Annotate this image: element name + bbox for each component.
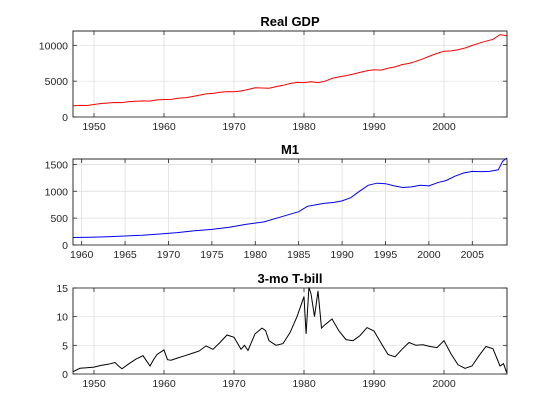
tbill-x-tick-label: 1950 — [82, 378, 106, 390]
tbill-axes: 1950 1960 1970 1980 1990 2000 0 5 10 15 3-mo T-bil… — [56, 271, 508, 390]
gdp-x-tick-label: 2000 — [432, 121, 456, 133]
m1-title: M1 — [281, 142, 299, 157]
m1-x-tick-label: 1995 — [374, 249, 398, 261]
m1-y-tick-label: 1000 — [45, 186, 69, 198]
m1-x-tick-label: 1975 — [200, 249, 224, 261]
gdp-y-tick-label: 5000 — [45, 76, 69, 88]
tbill-y-tick-label: 0 — [62, 369, 68, 381]
m1-x-tick-label: 1990 — [330, 249, 354, 261]
tbill-x-tick-label: 1960 — [152, 378, 176, 390]
gdp-x-tick-label: 1990 — [362, 121, 386, 133]
m1-axes: 1960 1965 1970 1975 1980 1985 1990 1995 2000 2005… — [45, 142, 508, 261]
gdp-axes-box — [72, 30, 508, 118]
m1-y-tick-label: 0 — [62, 240, 68, 252]
tbill-series-line — [72, 287, 508, 374]
m1-x-tick-label: 1980 — [244, 249, 268, 261]
tbill-x-tick-label: 1970 — [222, 378, 246, 390]
gdp-y-tick-label: 10000 — [39, 40, 68, 52]
m1-x-tick-label: 2000 — [417, 249, 441, 261]
gdp-series-line — [72, 34, 508, 107]
tbill-y-tick-label: 5 — [62, 340, 68, 352]
gdp-x-tick-label: 1980 — [292, 121, 316, 133]
tbill-y-tick-label: 10 — [56, 312, 68, 324]
m1-y-tick-label: 1500 — [45, 159, 69, 171]
gdp-x-tick-label: 1970 — [222, 121, 246, 133]
m1-x-tick-label: 1970 — [157, 249, 181, 261]
m1-x-tick-label: 1985 — [287, 249, 311, 261]
gdp-y-tick-label: 0 — [62, 112, 68, 124]
tbill-y-tick-label: 15 — [56, 283, 68, 295]
m1-x-tick-label: 1960 — [70, 249, 94, 261]
m1-axes-box — [72, 158, 508, 246]
tbill-x-tick-label: 1990 — [362, 378, 386, 390]
tbill-title: 3-mo T-bill — [258, 271, 323, 286]
tbill-x-tick-label: 2000 — [432, 378, 456, 390]
m1-y-tick-label: 500 — [50, 213, 68, 225]
gdp-x-tick-label: 1960 — [152, 121, 176, 133]
tbill-plot-area — [72, 287, 508, 375]
m1-series-line — [72, 157, 508, 238]
m1-x-tick-label: 1965 — [113, 249, 137, 261]
tbill-axes-box — [72, 287, 508, 375]
gdp-title: Real GDP — [260, 14, 320, 29]
m1-x-tick-label: 2005 — [461, 249, 485, 261]
gdp-plot-area — [72, 30, 508, 118]
gdp-x-tick-label: 1950 — [82, 121, 106, 133]
tbill-x-tick-label: 1980 — [292, 378, 316, 390]
m1-plot-area — [72, 158, 508, 246]
gdp-axes: 1950 1960 1970 1980 1990 2000 0 5000 10000 Real G… — [39, 14, 508, 133]
